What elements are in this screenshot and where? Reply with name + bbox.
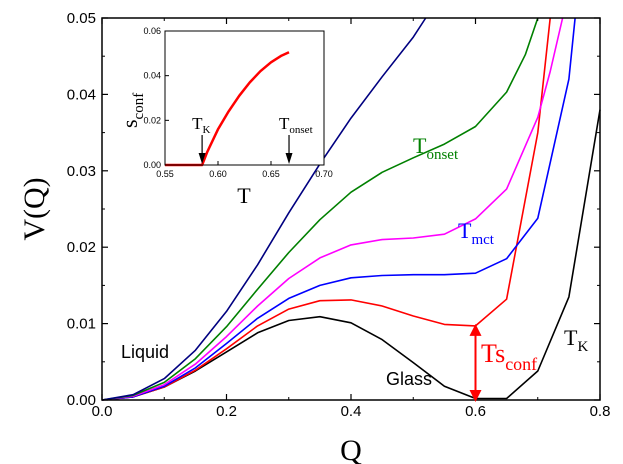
main-x-axis-title: Q [340,434,362,464]
inset-x-tick-label: 0.65 [262,169,280,179]
main-ticks: 0.0 0.2 0.4 0.6 0.8 0.00 0.01 0.02 0.03 0.04 0.05 [67,10,611,420]
inset-marker-label-1: Tonset [279,114,313,136]
inset-curves [165,51,290,167]
curve-3 [101,17,564,401]
x-tick-label: 0.0 [92,403,113,420]
main-plot: 0.0 0.2 0.4 0.6 0.80.000.010.020.030.040.05 … [18,10,610,464]
y-tick-label: 0.01 [67,316,96,333]
curve-4 [101,17,539,401]
inset-plot-frame [164,30,325,166]
y-tick-label: 0.00 [67,392,96,409]
inset-x-tick-label: 0.70 [315,169,333,179]
ts-conf-label: Tsconf [481,339,537,374]
inset-marker-arrowhead-0 [198,153,206,164]
t-mct-label: Tmct [458,218,495,248]
inset-y-tick-label: 0.04 [143,71,161,81]
inset-curve-0 [165,51,290,167]
curve-2 [101,17,576,401]
curve-5 [101,17,427,401]
x-tick-label: 0.4 [341,403,362,420]
t-onset-label: Tonset [413,133,459,163]
t-k-label: TK [564,325,588,355]
y-tick-label: 0.04 [67,86,96,103]
inset-y-tick-label: 0.06 [143,26,161,36]
inset-y-tick-label: 0.02 [143,115,161,125]
inset-x-axis-title: T [237,183,251,208]
x-tick-label: 0.8 [590,403,611,420]
inset-x-tick-label: 0.60 [209,169,227,179]
x-tick-label: 0.6 [465,403,486,420]
inset-y-axis-title: sconf [117,93,147,128]
y-tick-label: 0.02 [67,239,96,256]
main-curves [101,17,601,401]
y-tick-label: 0.05 [67,10,96,27]
glass-label: Glass [386,369,432,389]
inset-y-tick-label: 0.00 [143,160,161,170]
inset-x-tick-label: 0.55 [156,169,174,179]
inset-plot: 0.55 0.60 0.65 0.70 0.00 0.02 0.04 0.06 TK Tonse… [117,26,333,208]
main-y-axis-title: V(Q) [18,177,51,240]
inset-marker-label-0: TK [192,114,210,136]
inset-marker-arrowhead-1 [285,153,293,164]
inset-background [165,31,324,165]
inset-markers: TK Tonset [192,114,313,164]
inset-ticks: 0.55 0.60 0.65 0.70 0.00 0.02 0.04 0.06 [143,26,332,179]
curve-1 [101,17,551,401]
liquid-label: Liquid [121,342,169,362]
x-tick-label: 0.2 [216,403,237,420]
y-tick-label: 0.03 [67,163,96,180]
